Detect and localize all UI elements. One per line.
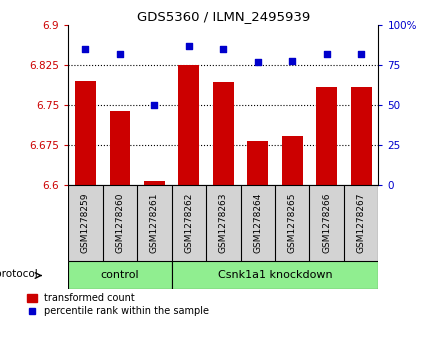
Text: control: control [101,270,139,280]
Text: GSM1278261: GSM1278261 [150,193,159,253]
Text: GSM1278263: GSM1278263 [219,193,228,253]
Bar [275,185,309,261]
Bar [179,65,199,185]
Text: GSM1278260: GSM1278260 [115,193,125,253]
Bar [172,261,378,289]
Bar [344,185,378,261]
Text: GSM1278265: GSM1278265 [288,193,297,253]
Bar [351,87,371,185]
Point [254,59,261,65]
Point [323,51,330,57]
Bar [282,136,303,185]
Bar [206,185,241,261]
Text: GSM1278262: GSM1278262 [184,193,193,253]
Bar [137,185,172,261]
Point [116,51,123,57]
Text: GSM1278259: GSM1278259 [81,193,90,253]
Bar [241,185,275,261]
Text: GSM1278267: GSM1278267 [357,193,366,253]
Bar [172,185,206,261]
Legend: transformed count, percentile rank within the sample: transformed count, percentile rank withi… [27,293,209,317]
Bar [247,141,268,185]
Text: GSM1278264: GSM1278264 [253,193,262,253]
Bar [75,81,96,185]
Bar [144,182,165,185]
Point [358,51,365,57]
Title: GDS5360 / ILMN_2495939: GDS5360 / ILMN_2495939 [137,10,310,23]
Point [151,102,158,108]
Bar [316,87,337,185]
Bar [68,185,103,261]
Text: GSM1278266: GSM1278266 [322,193,331,253]
Point [220,46,227,52]
Bar [213,82,234,185]
Point [82,46,89,52]
Text: Csnk1a1 knockdown: Csnk1a1 knockdown [218,270,332,280]
Point [289,58,296,64]
Bar [68,261,172,289]
Bar [110,111,130,185]
Point [185,43,192,49]
Bar [309,185,344,261]
Bar [103,185,137,261]
Text: protocol: protocol [0,269,37,279]
